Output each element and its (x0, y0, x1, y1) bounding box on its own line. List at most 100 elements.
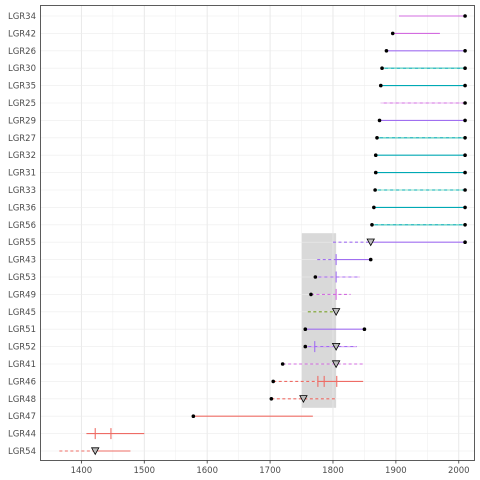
point-marker (269, 397, 274, 401)
x-tick-label: 1800 (322, 466, 344, 476)
row-lgr49 (309, 288, 351, 300)
triangle-marker (90, 447, 100, 456)
point-marker (463, 14, 467, 18)
y-tick-label: LGR33 (8, 186, 36, 196)
y-tick-label: LGR46 (8, 377, 36, 387)
point-marker (372, 205, 376, 210)
y-tick-label: LGR27 (8, 134, 36, 144)
point-marker (463, 49, 467, 53)
point-marker (375, 136, 379, 140)
triangle-marker (366, 238, 375, 247)
y-tick-label: LGR43 (8, 256, 36, 266)
point-marker (380, 66, 384, 70)
y-tick-label: LGR51 (8, 325, 36, 335)
row-lgr25 (380, 101, 467, 105)
y-tick-label: LGR41 (8, 360, 36, 370)
y-tick-label: LGR47 (8, 412, 36, 422)
triangle-marker (331, 360, 341, 369)
point-marker (463, 153, 467, 157)
point-marker (463, 188, 467, 192)
row-lgr32 (373, 153, 467, 157)
y-tick-label: LGR30 (8, 64, 36, 74)
point-marker (370, 223, 374, 227)
x-tick-label: 1600 (196, 466, 218, 476)
row-lgr47 (191, 414, 313, 419)
row-lgr26 (384, 49, 467, 53)
point-marker (368, 257, 373, 262)
point-marker (362, 327, 367, 332)
row-lgr42 (390, 31, 440, 36)
point-marker (463, 136, 467, 140)
point-marker (309, 292, 313, 297)
row-lgr45 (307, 308, 341, 317)
y-tick-label: LGR25 (8, 99, 36, 109)
row-lgr46 (271, 375, 364, 387)
row-lgr55 (332, 238, 467, 247)
y-tick-label: LGR35 (8, 82, 36, 92)
y-tick-label: LGR29 (8, 116, 36, 126)
panel-border (40, 5, 475, 461)
row-lgr36 (372, 205, 467, 210)
y-tick-label: LGR56 (8, 221, 36, 231)
point-marker (378, 83, 383, 88)
x-axis-labels: 1400 1500 1600 1700 1800 1900 2000 (71, 460, 470, 476)
x-tick-label: 1400 (71, 466, 93, 476)
point-marker (191, 414, 196, 419)
row-lgr53 (313, 271, 361, 283)
x-tick-label: 1500 (133, 466, 155, 476)
y-tick-label: LGR34 (8, 12, 36, 22)
point-marker (390, 31, 395, 36)
x-tick-label: 2000 (448, 466, 470, 476)
series-layer (59, 14, 467, 456)
y-tick-label: LGR54 (8, 447, 36, 457)
y-tick-label: LGR36 (8, 203, 36, 213)
y-tick-label: LGR48 (8, 395, 36, 405)
point-marker (463, 118, 467, 123)
y-tick-label: LGR55 (8, 238, 36, 248)
row-lgr27 (375, 136, 467, 140)
y-tick-label: LGR45 (8, 308, 36, 318)
row-lgr29 (377, 118, 467, 123)
point-marker (271, 379, 276, 384)
row-lgr54 (59, 447, 131, 456)
triangle-marker (331, 308, 341, 317)
y-tick-label: LGR52 (8, 343, 36, 353)
row-lgr35 (378, 83, 467, 88)
row-lgr31 (373, 170, 467, 175)
row-lgr48 (269, 395, 337, 404)
point-marker (373, 188, 377, 192)
point-marker (463, 205, 467, 210)
row-lgr56 (370, 223, 467, 227)
y-tick-label: LGR31 (8, 169, 36, 179)
point-marker (280, 362, 285, 366)
row-lgr52 (303, 341, 357, 353)
row-lgr30 (380, 66, 467, 70)
point-marker (303, 344, 308, 349)
row-lgr44 (86, 428, 145, 440)
point-marker (384, 49, 389, 53)
y-tick-label: LGR49 (8, 290, 36, 300)
point-marker (463, 240, 467, 244)
y-tick-label: LGR26 (8, 47, 36, 57)
point-marker (463, 83, 467, 88)
point-marker (373, 170, 378, 175)
row-lgr43 (317, 254, 373, 266)
point-marker (303, 327, 308, 332)
y-tick-label: LGR32 (8, 151, 36, 161)
row-lgr34 (399, 14, 467, 18)
triangle-marker (331, 342, 341, 351)
shaded-band-layer (301, 233, 337, 408)
point-marker (313, 275, 318, 279)
x-tick-label: 1900 (385, 466, 407, 476)
point-marker (377, 118, 382, 123)
triangle-marker (299, 395, 308, 404)
shaded-band (301, 233, 337, 408)
x-tick-label: 1700 (259, 466, 281, 476)
y-tick-label: LGR44 (8, 430, 36, 440)
point-marker (463, 223, 467, 227)
row-lgr41 (280, 360, 365, 369)
point-marker (463, 101, 467, 105)
point-marker (373, 153, 378, 157)
y-tick-label: LGR42 (8, 29, 36, 39)
